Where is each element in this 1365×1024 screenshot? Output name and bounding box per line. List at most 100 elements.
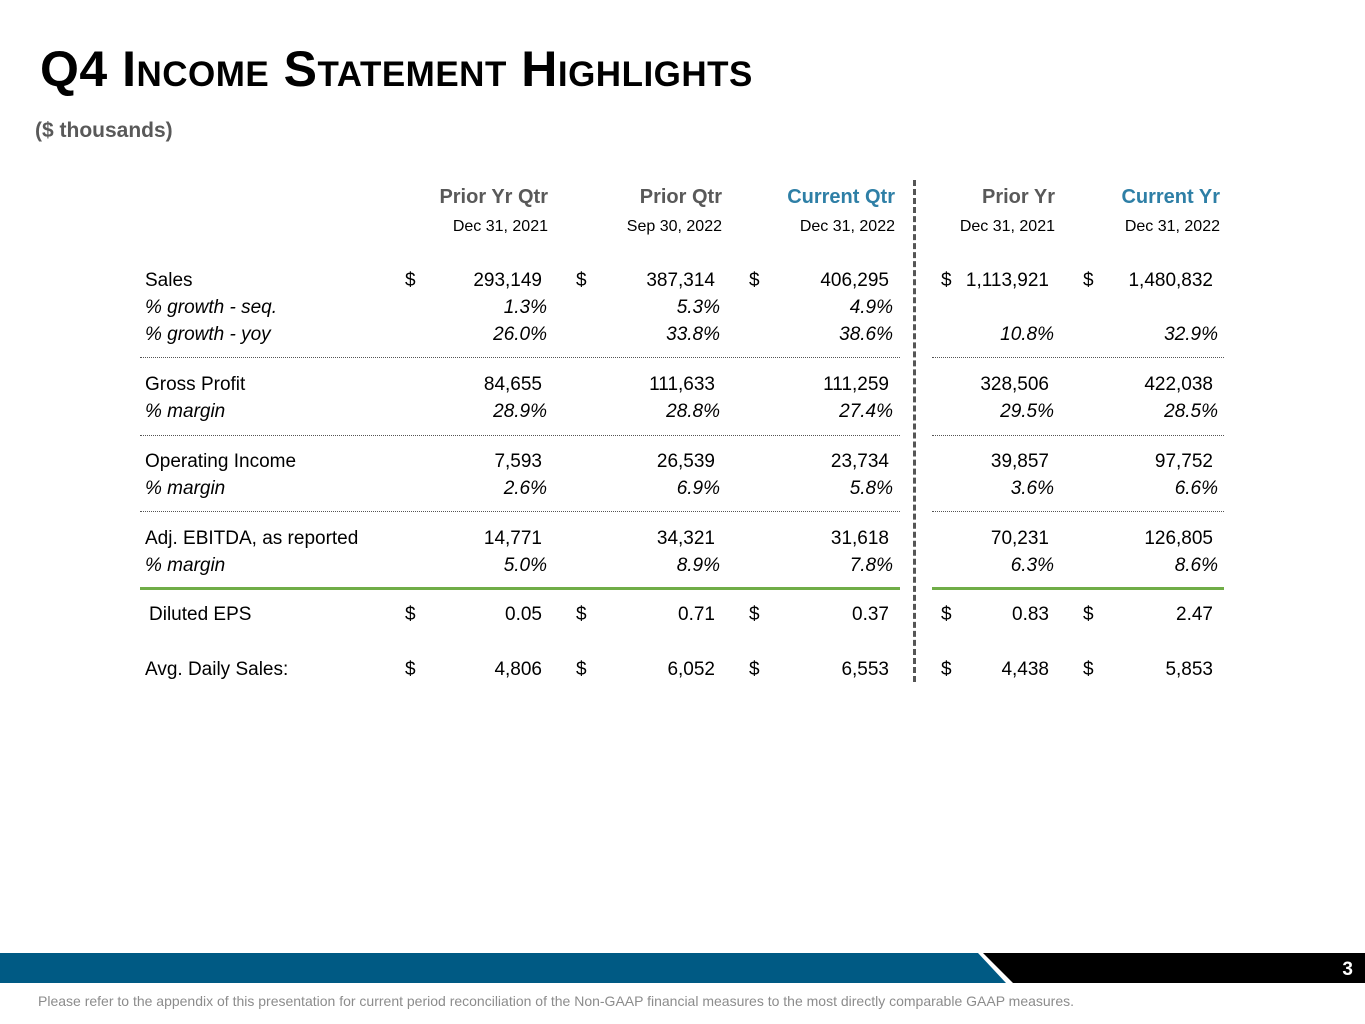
row-label: Avg. Daily Sales: — [145, 659, 289, 680]
dollar-sign: $ — [576, 659, 587, 680]
dollar-sign: $ — [1083, 270, 1094, 291]
cell-value: 6.9% — [676, 478, 720, 499]
cell-value: 39,857 — [990, 451, 1049, 472]
dollar-sign: $ — [749, 604, 760, 625]
dollar-sign: $ — [941, 604, 952, 625]
cell-value: 0.05 — [505, 604, 542, 625]
quarter-year-divider — [913, 180, 916, 682]
cell-value: 7,593 — [494, 451, 542, 472]
cell-value: 31,618 — [830, 528, 889, 549]
row-separator — [140, 435, 900, 436]
footer-note: Please refer to the appendix of this pre… — [38, 993, 1075, 1009]
eps-separator — [932, 587, 1224, 590]
column-date: Dec 31, 2021 — [959, 218, 1055, 235]
column-date: Dec 31, 2022 — [799, 218, 895, 235]
column-date: Sep 30, 2022 — [626, 218, 722, 235]
column-header: Current Yr — [1121, 186, 1220, 208]
cell-value: 111,633 — [649, 374, 715, 395]
cell-value: 34,321 — [656, 528, 715, 549]
cell-value: 97,752 — [1154, 451, 1213, 472]
cell-value: 5,853 — [1165, 659, 1213, 680]
column-header: Current Qtr — [787, 186, 895, 208]
cell-value: 1,113,921 — [965, 270, 1049, 291]
dollar-sign: $ — [405, 604, 416, 625]
cell-value: 33.8% — [666, 324, 720, 345]
cell-value: 6.6% — [1174, 478, 1218, 499]
cell-value: 3.6% — [1010, 478, 1054, 499]
column-header: Prior Yr — [982, 186, 1055, 208]
row-label: % margin — [145, 401, 226, 422]
cell-value: 8.6% — [1174, 555, 1218, 576]
cell-value: 422,038 — [1144, 374, 1213, 395]
row-label: Operating Income — [145, 451, 297, 472]
row-separator — [140, 511, 900, 512]
row-separator — [932, 435, 1224, 436]
cell-value: 27.4% — [839, 401, 893, 422]
row-label: % growth - seq. — [145, 297, 277, 318]
dollar-sign: $ — [1083, 659, 1094, 680]
cell-value: 0.71 — [678, 604, 715, 625]
cell-value: 328,506 — [980, 374, 1049, 395]
cell-value: 23,734 — [830, 451, 889, 472]
dollar-sign: $ — [1083, 604, 1094, 625]
cell-value: 387,314 — [646, 270, 715, 291]
cell-value: 70,231 — [990, 528, 1049, 549]
cell-value: 28.8% — [666, 401, 720, 422]
row-label: % margin — [145, 478, 226, 499]
cell-value: 8.9% — [676, 555, 720, 576]
column-date: Dec 31, 2021 — [452, 218, 548, 235]
row-separator — [140, 357, 900, 358]
cell-value: 26,539 — [656, 451, 715, 472]
eps-separator — [140, 587, 900, 590]
cell-value: 111,259 — [823, 374, 889, 395]
cell-value: 406,295 — [820, 270, 889, 291]
row-label: % growth - yoy — [145, 324, 271, 345]
cell-value: 2.6% — [503, 478, 547, 499]
cell-value: 6.3% — [1010, 555, 1054, 576]
cell-value: 29.5% — [1000, 401, 1054, 422]
cell-value: 5.8% — [849, 478, 893, 499]
cell-value: 7.8% — [849, 555, 893, 576]
cell-value: 5.3% — [676, 297, 720, 318]
cell-value: 6,052 — [667, 659, 715, 680]
column-date: Dec 31, 2022 — [1124, 218, 1220, 235]
dollar-sign: $ — [405, 270, 416, 291]
footer-bar-blue — [0, 953, 1006, 983]
cell-value: 5.0% — [503, 555, 547, 576]
cell-value: 14,771 — [483, 528, 542, 549]
cell-value: 4,806 — [494, 659, 542, 680]
dollar-sign: $ — [576, 604, 587, 625]
dollar-sign: $ — [941, 270, 952, 291]
row-label: Diluted EPS — [149, 604, 252, 625]
cell-value: 10.8% — [1000, 324, 1054, 345]
row-label: Sales — [145, 270, 193, 291]
dollar-sign: $ — [576, 270, 587, 291]
dollar-sign: $ — [405, 659, 416, 680]
cell-value: 1,480,832 — [1128, 270, 1213, 291]
cell-value: 0.37 — [852, 604, 889, 625]
cell-value: 6,553 — [841, 659, 889, 680]
cell-value: 26.0% — [493, 324, 547, 345]
cell-value: 28.9% — [493, 401, 547, 422]
row-label: % margin — [145, 555, 226, 576]
cell-value: 28.5% — [1164, 401, 1218, 422]
page-title: Q4 Income Statement Highlights — [40, 41, 753, 97]
cell-value: 126,805 — [1144, 528, 1213, 549]
cell-value: 4,438 — [1001, 659, 1049, 680]
cell-value: 38.6% — [839, 324, 893, 345]
cell-value: 293,149 — [473, 270, 542, 291]
page-number: 3 — [1342, 959, 1353, 980]
cell-value: 4.9% — [849, 297, 893, 318]
cell-value: 1.3% — [503, 297, 547, 318]
column-header: Prior Qtr — [639, 186, 722, 208]
units-subtitle: ($ thousands) — [35, 119, 173, 142]
row-label: Gross Profit — [145, 374, 246, 395]
row-label: Adj. EBITDA, as reported — [145, 528, 359, 549]
cell-value: 2.47 — [1176, 604, 1213, 625]
column-header: Prior Yr Qtr — [439, 186, 548, 208]
dollar-sign: $ — [749, 659, 760, 680]
cell-value: 0.83 — [1012, 604, 1049, 625]
row-separator — [932, 357, 1224, 358]
cell-value: 84,655 — [483, 374, 542, 395]
footer-bar-black — [983, 953, 1365, 983]
